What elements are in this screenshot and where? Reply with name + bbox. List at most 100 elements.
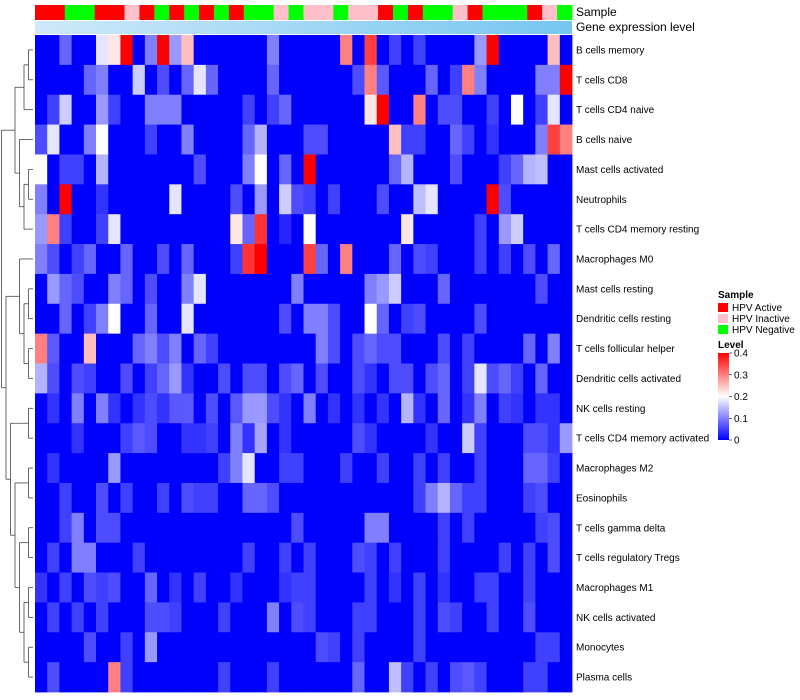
heatmap-cell: [510, 154, 524, 185]
heatmap-cell: [535, 393, 548, 424]
heatmap-cell: [340, 154, 353, 185]
heatmap-cell: [96, 303, 109, 335]
heatmap-cell: [83, 662, 97, 693]
heatmap-cell: [254, 393, 268, 424]
heatmap-cell: [47, 35, 60, 66]
heatmap-cell: [327, 154, 341, 185]
heatmap-cell: [401, 363, 414, 394]
heatmap-cell: [535, 244, 548, 275]
heatmap-cell: [388, 94, 402, 125]
heatmap-cell: [35, 35, 48, 66]
heatmap-cell: [181, 512, 195, 544]
heatmap-cell: [474, 273, 487, 305]
heatmap-cell: [169, 393, 182, 424]
heatmap-cell: [425, 154, 439, 185]
heatmap-cell: [340, 273, 353, 305]
heatmap-cell: [327, 244, 341, 275]
heatmap-cell: [96, 662, 109, 693]
heatmap-cell: [242, 64, 256, 96]
heatmap-cell: [35, 303, 48, 335]
sample-annotation-cell: [467, 5, 483, 20]
sample-legend-label: HPV Inactive: [732, 314, 790, 325]
heatmap-cell: [157, 214, 170, 245]
heatmap-cell: [47, 124, 60, 155]
heatmap-cell: [327, 482, 341, 514]
heatmap-cell: [157, 512, 170, 544]
heatmap-cell: [181, 64, 195, 96]
heatmap-cell: [462, 453, 475, 484]
heatmap-cell: [291, 363, 304, 394]
heatmap-cell: [559, 94, 573, 125]
heatmap-cell: [510, 542, 524, 573]
heatmap-cell: [425, 662, 439, 693]
heatmap-cell: [169, 662, 182, 693]
heatmap-cell: [523, 273, 536, 305]
heatmap-cell: [364, 35, 378, 66]
heatmap-cell: [144, 244, 158, 275]
heatmap-cell: [462, 214, 475, 245]
heatmap-cell: [157, 662, 170, 693]
heatmap-cell: [157, 632, 170, 663]
heatmap-cell: [352, 303, 365, 335]
heatmap-cell: [474, 64, 487, 96]
heatmap-cell: [376, 482, 390, 514]
heatmap-cell: [279, 632, 292, 663]
heatmap-cell: [71, 512, 85, 544]
heatmap-cell: [315, 273, 329, 305]
heatmap-cell: [96, 124, 109, 155]
heatmap-cell: [266, 333, 280, 364]
heatmap-cell: [352, 64, 365, 96]
heatmap-cell: [181, 393, 195, 424]
heatmap-cell: [303, 333, 317, 364]
heatmap-cell: [193, 363, 207, 394]
heatmap-cell: [388, 542, 402, 573]
heatmap-cell: [327, 363, 341, 394]
heatmap-cell: [364, 244, 378, 275]
heatmap-cell: [535, 64, 548, 96]
heatmap-cell: [510, 64, 524, 96]
heatmap-cell: [181, 482, 195, 514]
heatmap-cell: [83, 423, 97, 454]
heatmap-cell: [157, 333, 170, 364]
heatmap-cell: [364, 482, 378, 514]
heatmap-cell: [413, 393, 426, 424]
heatmap-cell: [364, 662, 378, 693]
heatmap-cell: [193, 632, 207, 663]
heatmap-cell: [547, 273, 561, 305]
heatmap-cell: [449, 542, 463, 573]
heatmap-cell: [230, 244, 243, 275]
heatmap-cell: [47, 184, 60, 215]
heatmap-cell: [59, 124, 73, 155]
heatmap-cell: [181, 572, 195, 603]
heatmap-cell: [523, 184, 536, 215]
heatmap-cell: [523, 602, 536, 633]
heatmap-cell: [401, 273, 414, 305]
heatmap-cell: [157, 572, 170, 603]
heatmap-cell: [59, 303, 73, 335]
heatmap-cell: [559, 423, 573, 454]
heatmap-cell: [291, 453, 304, 484]
heatmap-cell: [59, 64, 73, 96]
heatmap-cell: [535, 482, 548, 514]
heatmap-cell: [242, 512, 256, 544]
heatmap-cell: [71, 572, 85, 603]
heatmap-cell: [120, 632, 134, 663]
heatmap-cell: [462, 184, 475, 215]
heatmap-cell: [120, 512, 134, 544]
gene-expression-annotation-track: [35, 21, 572, 34]
heatmap-cell: [437, 482, 451, 514]
heatmap-cell: [340, 35, 353, 66]
heatmap-cell: [230, 423, 243, 454]
heatmap-cell: [120, 482, 134, 514]
heatmap-cell: [71, 244, 85, 275]
heatmap-cell: [413, 154, 426, 185]
heatmap-cell: [340, 64, 353, 96]
heatmap-cell: [413, 124, 426, 155]
heatmap-cell: [169, 64, 182, 96]
heatmap-cell: [340, 482, 353, 514]
heatmap-cell: [388, 244, 402, 275]
heatmap-cell: [401, 512, 414, 544]
heatmap-cell: [547, 453, 561, 484]
heatmap-cell: [486, 154, 500, 185]
heatmap-cell: [242, 303, 256, 335]
